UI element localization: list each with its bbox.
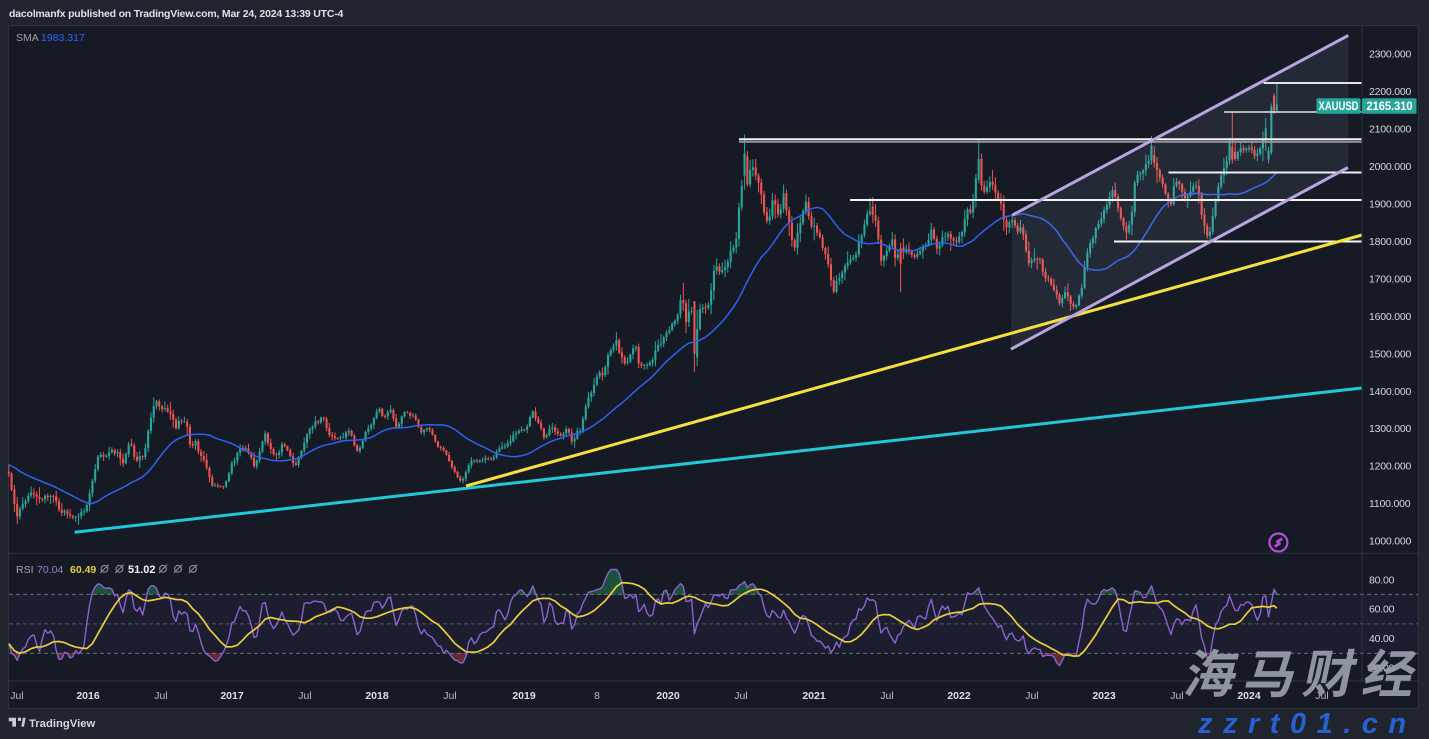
svg-text:Jul: Jul	[1025, 690, 1038, 702]
svg-text:XAUUSD: XAUUSD	[1319, 101, 1359, 113]
svg-text:zzrt01.cn: zzrt01.cn	[1197, 708, 1417, 739]
svg-text:2200.000: 2200.000	[1369, 86, 1412, 98]
svg-text:TradingView: TradingView	[29, 718, 96, 730]
svg-text:70.04: 70.04	[37, 564, 63, 576]
svg-text:60.49: 60.49	[70, 564, 96, 576]
svg-text:Jul: Jul	[10, 690, 23, 702]
svg-text:60.00: 60.00	[1369, 604, 1395, 616]
svg-text:80.00: 80.00	[1369, 574, 1395, 586]
svg-text:8: 8	[594, 690, 600, 702]
svg-text:2300.000: 2300.000	[1369, 49, 1412, 61]
svg-text:2023: 2023	[1092, 690, 1116, 702]
svg-text:2021: 2021	[802, 690, 826, 702]
svg-text:Jul: Jul	[1315, 690, 1328, 702]
svg-text:40.00: 40.00	[1369, 633, 1395, 645]
svg-text:1600.000: 1600.000	[1369, 311, 1412, 323]
svg-text:Jul: Jul	[1170, 690, 1183, 702]
svg-text:1700.000: 1700.000	[1369, 273, 1412, 285]
svg-text:1400.000: 1400.000	[1369, 386, 1412, 398]
svg-text:2100.000: 2100.000	[1369, 124, 1412, 136]
svg-text:Jul: Jul	[154, 690, 167, 702]
svg-text:1300.000: 1300.000	[1369, 423, 1412, 435]
svg-text:dacolmanfx published on Tradin: dacolmanfx published on TradingView.com,…	[9, 8, 344, 20]
svg-text:2019: 2019	[512, 690, 536, 702]
svg-text:1900.000: 1900.000	[1369, 199, 1412, 211]
svg-text:2165.310: 2165.310	[1367, 101, 1413, 113]
svg-text:2022: 2022	[947, 690, 971, 702]
svg-text:SMA: SMA	[16, 32, 39, 44]
svg-text:Jul: Jul	[443, 690, 456, 702]
svg-text:Jul: Jul	[734, 690, 747, 702]
svg-text:Jul: Jul	[880, 690, 893, 702]
svg-text:Jul: Jul	[298, 690, 311, 702]
svg-text:2024: 2024	[1237, 690, 1261, 702]
svg-text:1983.317: 1983.317	[41, 32, 85, 44]
svg-text:RSI: RSI	[16, 564, 34, 576]
svg-text:2017: 2017	[220, 690, 244, 702]
svg-text:1100.000: 1100.000	[1369, 498, 1411, 510]
svg-text:2000.000: 2000.000	[1369, 161, 1412, 173]
svg-text:1000.000: 1000.000	[1369, 536, 1412, 548]
svg-text:2016: 2016	[76, 690, 100, 702]
svg-text:2018: 2018	[365, 690, 389, 702]
svg-text:1800.000: 1800.000	[1369, 236, 1412, 248]
svg-text:51.02: 51.02	[128, 564, 156, 576]
svg-text:1500.000: 1500.000	[1369, 348, 1412, 360]
svg-text:1200.000: 1200.000	[1369, 461, 1412, 473]
svg-text:2020: 2020	[656, 690, 680, 702]
